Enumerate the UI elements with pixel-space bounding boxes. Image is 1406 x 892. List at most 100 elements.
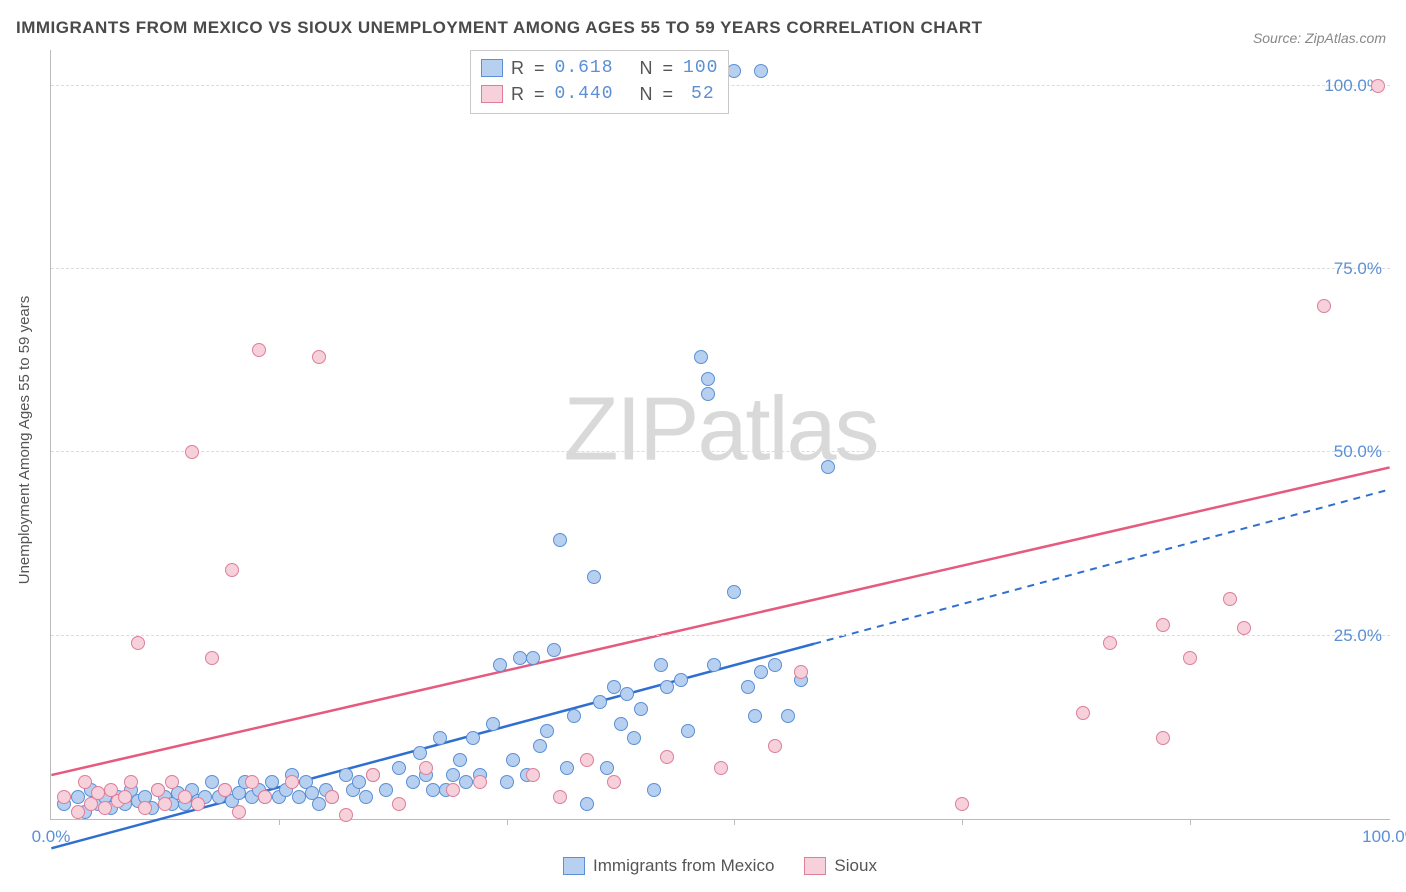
scatter-marker-sioux [178, 790, 192, 804]
equals-sign: = [663, 84, 674, 105]
scatter-marker-mexico [446, 768, 460, 782]
source-attribution: Source: ZipAtlas.com [1253, 30, 1386, 46]
y-tick-label: 75.0% [1334, 259, 1382, 279]
equals-sign: = [663, 58, 674, 79]
legend-label-sioux: Sioux [834, 856, 877, 876]
scatter-marker-sioux [1103, 636, 1117, 650]
scatter-marker-mexico [392, 761, 406, 775]
r-value-mexico: 0.618 [555, 58, 614, 78]
grid-line-horizontal [51, 451, 1390, 452]
scatter-marker-sioux [607, 775, 621, 789]
n-label: N [640, 84, 653, 105]
scatter-marker-sioux [553, 790, 567, 804]
scatter-marker-mexico [727, 64, 741, 78]
scatter-marker-mexico [593, 695, 607, 709]
x-tick [1190, 819, 1191, 825]
scatter-marker-mexico [459, 775, 473, 789]
scatter-marker-mexico [339, 768, 353, 782]
scatter-marker-sioux [57, 790, 71, 804]
scatter-marker-mexico [781, 709, 795, 723]
scatter-marker-sioux [232, 805, 246, 819]
scatter-marker-sioux [258, 790, 272, 804]
scatter-marker-mexico [660, 680, 674, 694]
scatter-marker-sioux [768, 739, 782, 753]
scatter-marker-sioux [1237, 621, 1251, 635]
scatter-marker-mexico [754, 665, 768, 679]
scatter-marker-mexico [526, 651, 540, 665]
scatter-marker-sioux [312, 350, 326, 364]
y-axis-label: Unemployment Among Ages 55 to 59 years [16, 296, 33, 585]
scatter-marker-sioux [526, 768, 540, 782]
scatter-marker-mexico [352, 775, 366, 789]
scatter-marker-mexico [486, 717, 500, 731]
scatter-marker-sioux [794, 665, 808, 679]
grid-line-horizontal [51, 635, 1390, 636]
scatter-marker-mexico [768, 658, 782, 672]
scatter-marker-mexico [379, 783, 393, 797]
trend-line-extrapolated-mexico [814, 489, 1389, 643]
scatter-marker-sioux [660, 750, 674, 764]
scatter-marker-sioux [131, 636, 145, 650]
scatter-marker-mexico [292, 790, 306, 804]
scatter-marker-sioux [165, 775, 179, 789]
scatter-marker-mexico [681, 724, 695, 738]
watermark-atlas: atlas [697, 379, 877, 479]
legend-swatch-sioux [481, 85, 503, 103]
scatter-marker-sioux [955, 797, 969, 811]
scatter-marker-sioux [285, 775, 299, 789]
scatter-marker-mexico [540, 724, 554, 738]
scatter-marker-mexico [707, 658, 721, 672]
scatter-marker-mexico [580, 797, 594, 811]
watermark-zip: ZIP [563, 379, 697, 479]
scatter-marker-mexico [553, 533, 567, 547]
scatter-marker-sioux [446, 783, 460, 797]
stats-legend-row: R = 0.618 N = 100 [481, 55, 718, 81]
trend-line-mexico [51, 644, 814, 849]
scatter-marker-mexico [748, 709, 762, 723]
x-tick-label: 100.0% [1362, 827, 1406, 847]
scatter-marker-mexico [600, 761, 614, 775]
stats-legend-row: R = 0.440 N = 52 [481, 81, 718, 107]
scatter-marker-sioux [1317, 299, 1331, 313]
r-label: R [511, 58, 524, 79]
x-tick [962, 819, 963, 825]
scatter-marker-mexico [312, 797, 326, 811]
bottom-legend: Immigrants from Mexico Sioux [50, 856, 1390, 876]
scatter-marker-mexico [265, 775, 279, 789]
scatter-marker-mexico [513, 651, 527, 665]
scatter-marker-sioux [325, 790, 339, 804]
scatter-marker-mexico [741, 680, 755, 694]
scatter-marker-mexico [727, 585, 741, 599]
scatter-marker-sioux [580, 753, 594, 767]
scatter-marker-mexico [413, 746, 427, 760]
scatter-marker-mexico [500, 775, 514, 789]
legend-swatch-mexico [563, 857, 585, 875]
scatter-marker-sioux [1156, 731, 1170, 745]
r-label: R [511, 84, 524, 105]
scatter-marker-mexico [533, 739, 547, 753]
scatter-marker-sioux [218, 783, 232, 797]
scatter-marker-sioux [1076, 706, 1090, 720]
scatter-marker-mexico [205, 775, 219, 789]
scatter-marker-sioux [473, 775, 487, 789]
x-tick [734, 819, 735, 825]
scatter-marker-mexico [821, 460, 835, 474]
scatter-marker-sioux [245, 775, 259, 789]
equals-sign: = [534, 84, 545, 105]
legend-item-sioux: Sioux [804, 856, 877, 876]
scatter-marker-mexico [654, 658, 668, 672]
source-label: Source: [1253, 30, 1305, 46]
legend-swatch-mexico [481, 59, 503, 77]
equals-sign: = [534, 58, 545, 79]
scatter-marker-mexico [506, 753, 520, 767]
y-tick-label: 50.0% [1334, 442, 1382, 462]
legend-label-mexico: Immigrants from Mexico [593, 856, 774, 876]
scatter-marker-sioux [1156, 618, 1170, 632]
scatter-marker-sioux [392, 797, 406, 811]
scatter-marker-sioux [1183, 651, 1197, 665]
scatter-marker-sioux [91, 786, 105, 800]
scatter-marker-sioux [419, 761, 433, 775]
scatter-marker-mexico [433, 731, 447, 745]
chart-title: IMMIGRANTS FROM MEXICO VS SIOUX UNEMPLOY… [16, 18, 982, 38]
legend-item-mexico: Immigrants from Mexico [563, 856, 774, 876]
